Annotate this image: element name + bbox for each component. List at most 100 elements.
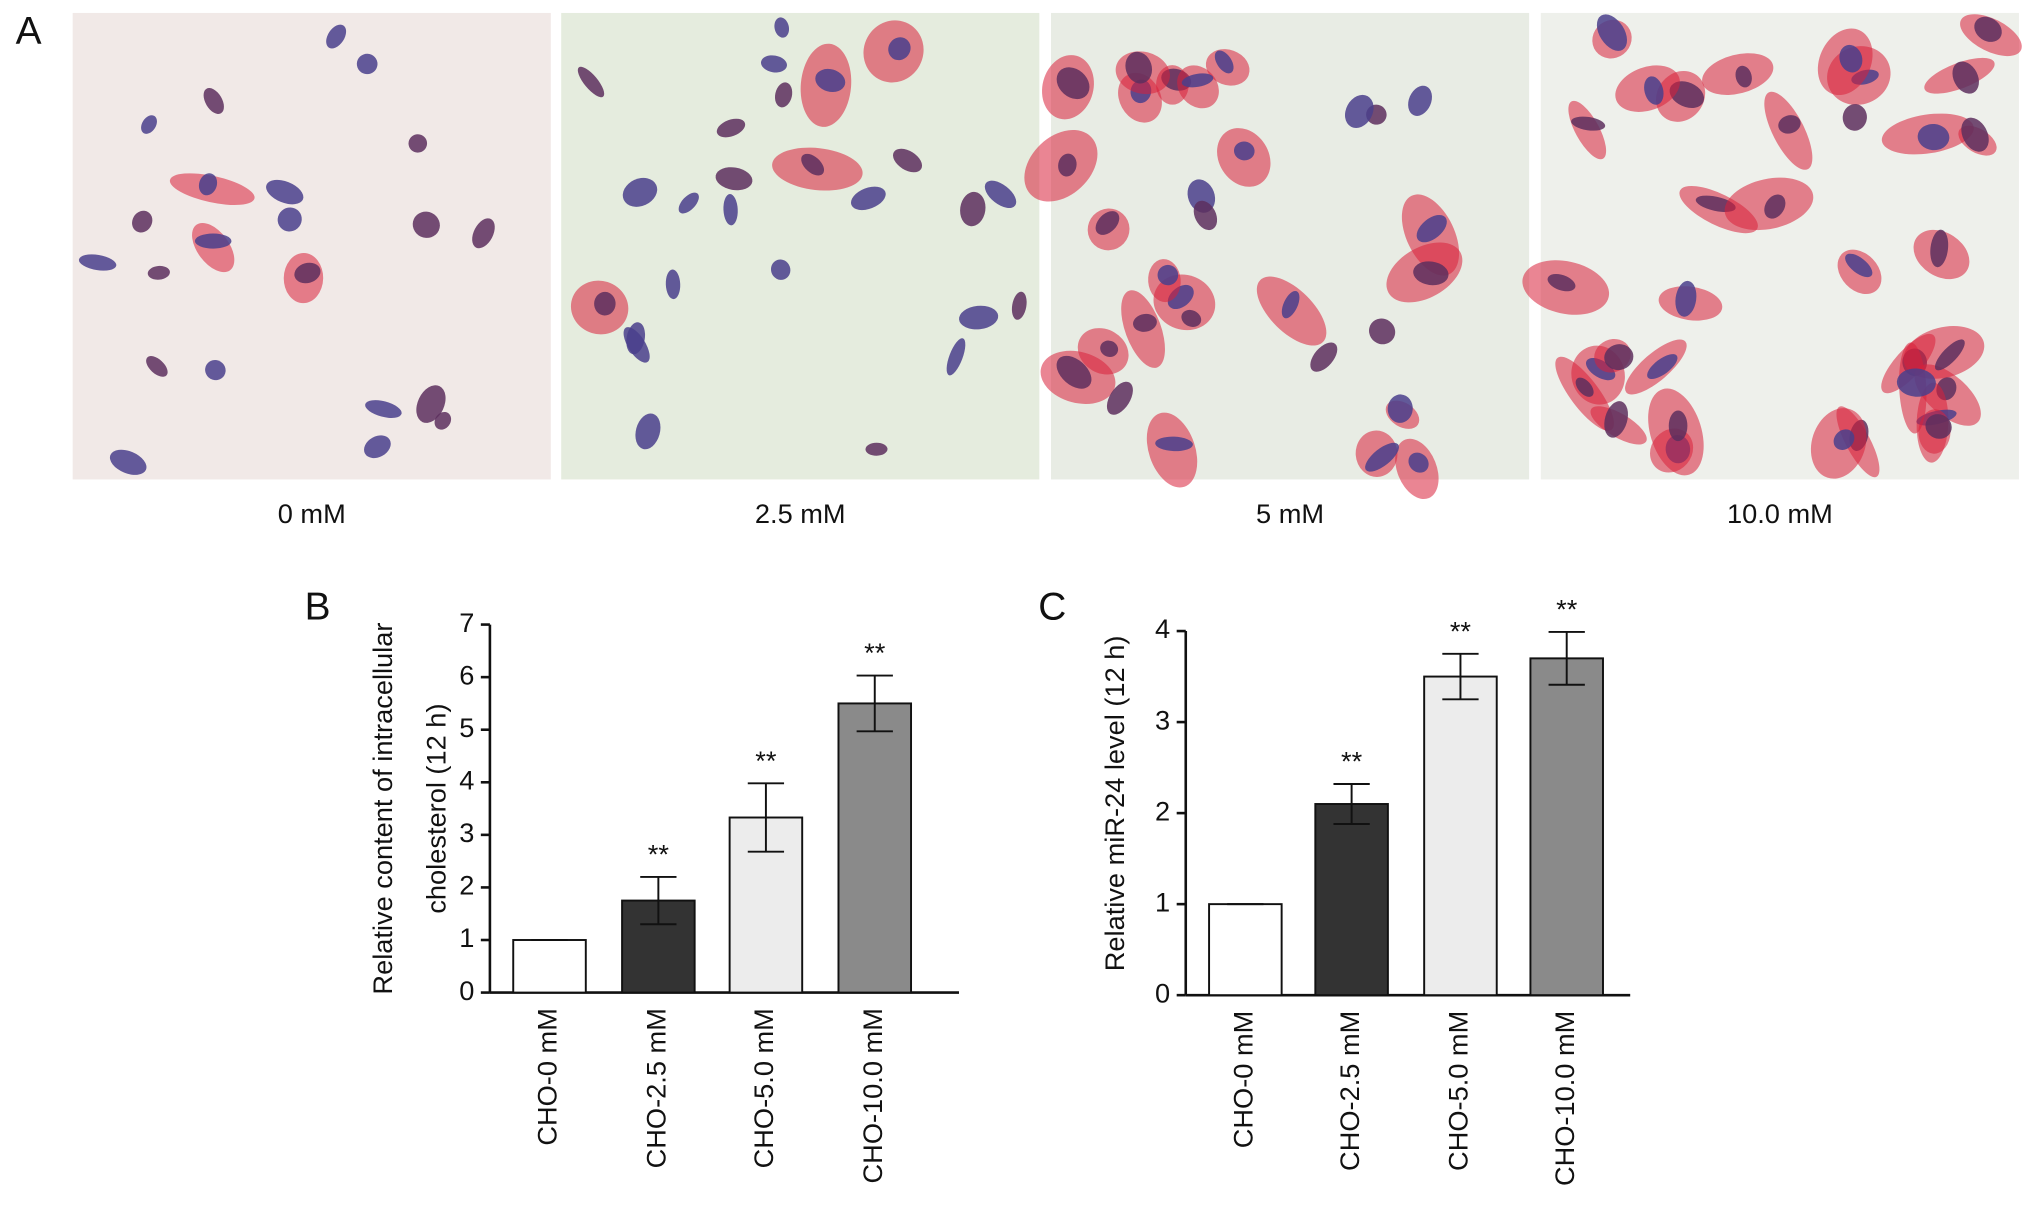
micrographs [72,12,2022,500]
cell [203,87,224,114]
cell [1387,394,1413,423]
cell [1106,381,1133,415]
cell [1125,51,1153,84]
y-tick-label: 2 [459,870,474,901]
cell [1416,214,1447,243]
cell [770,259,791,280]
cell [1408,452,1429,473]
x-tick-label: CHO-10.0 mM [857,1008,888,1183]
cell [892,148,923,173]
cell [1369,318,1396,345]
x-tick-label: CHO-2.5 mM [641,1008,672,1168]
image-caption: 5 mM [1256,498,1324,529]
bar [1529,657,1604,997]
cell [1833,429,1855,450]
x-tick-label: CHO-5.0 mM [748,1008,779,1168]
bar [1208,903,1283,997]
bar [1423,675,1498,997]
cell [577,66,605,98]
cell [1930,229,1949,268]
cell [716,118,746,138]
cell [364,435,391,459]
cell [194,233,232,249]
cell [1644,76,1664,105]
y-tick-label: 4 [459,764,474,795]
cell [412,211,440,238]
error-bar [1548,630,1585,686]
cell [1100,340,1119,357]
cell [1233,141,1255,161]
y-tick-label: 4 [1155,613,1170,644]
cell [1842,104,1867,131]
bar [621,899,696,994]
significance: ** [864,637,886,668]
cell [960,191,986,227]
cell [594,291,616,316]
cell [78,254,117,271]
cell [1925,414,1952,439]
significance: ** [648,838,670,869]
cell [946,338,966,376]
y-axis-label: cholesterol (12 h) [420,703,451,913]
x-tick-label: CHO-0 mM [1228,1011,1259,1149]
cell [865,442,888,456]
cell [715,167,753,191]
cell [1934,339,1965,371]
cell [1596,14,1628,51]
cell [132,210,153,233]
cell [408,134,428,153]
y-tick-label: 7 [459,607,474,638]
x-tick-label: CHO-0 mM [532,1008,563,1146]
cell [774,17,790,38]
significance: ** [755,745,777,776]
cell [1133,313,1157,332]
y-axis-label: Relative miR-24 level (12 h) [1099,636,1130,972]
cell [678,192,699,214]
y-tick-label: 0 [459,975,474,1006]
cell [1155,436,1193,452]
cell [1974,16,2002,42]
cell [1408,85,1432,116]
micrograph-bg [561,12,1040,480]
image-caption: 2.5 mM [755,498,846,529]
cell [1056,67,1090,100]
cell [1181,73,1214,88]
cell [1214,50,1234,74]
micrograph [1522,12,2022,480]
x-tick-label: CHO-5.0 mM [1443,1011,1474,1171]
cell [1675,280,1697,317]
cell [1845,253,1873,278]
micrograph [1024,12,1530,500]
error-bar [747,782,785,853]
image-caption: 0 mM [278,498,346,529]
cell [815,68,846,93]
x-tick-label: CHO-10.0 mM [1549,1011,1580,1186]
cell [1157,264,1179,286]
bar [837,702,913,994]
panel-label: B [305,585,331,628]
y-axis-label: Relative content of intracellular [367,623,398,995]
cell [1547,273,1576,292]
significance: ** [1450,615,1472,646]
cell [774,82,793,108]
cell [1778,115,1801,134]
y-tick-label: 1 [459,922,474,953]
panel-label: C [1038,585,1066,628]
cell [109,449,147,475]
cell [1181,309,1202,327]
y-tick-label: 5 [459,712,474,743]
cell [1961,117,1989,152]
cell [141,115,157,134]
cell [1056,355,1092,389]
bar [1314,803,1389,997]
cell [1917,123,1950,151]
cell [1952,61,1979,94]
cell [1668,410,1688,442]
cell [1011,291,1027,320]
cell [146,356,168,377]
cell [635,413,661,450]
cell [665,269,681,300]
cell [1095,211,1120,235]
cell [1281,290,1300,319]
